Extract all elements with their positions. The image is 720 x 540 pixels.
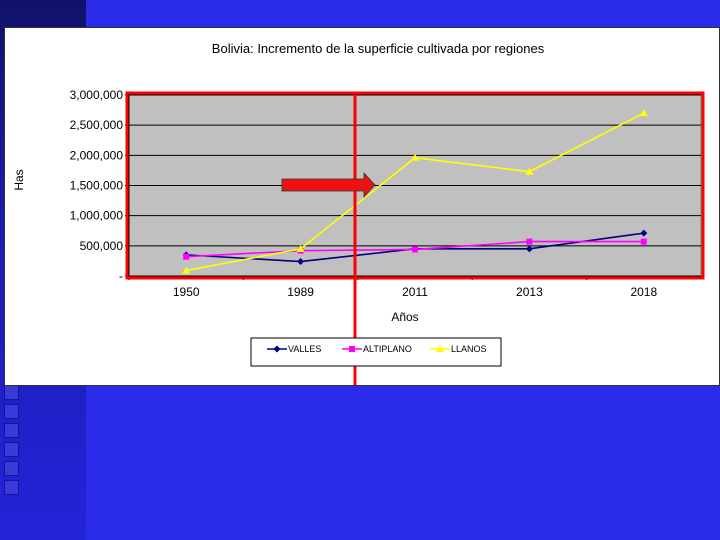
legend-marker (436, 345, 444, 352)
x-tick-label: 1989 (287, 285, 314, 299)
x-tick-label: 2018 (630, 285, 657, 299)
y-tick-label: 1,500,000 (70, 179, 124, 193)
y-tick-label: 2,000,000 (70, 148, 124, 162)
decor-square (4, 385, 19, 400)
decor-square (4, 442, 19, 457)
decor-square (4, 404, 19, 419)
line-chart: Bolivia: Incremento de la superficie cul… (12, 41, 705, 385)
decor-square (4, 423, 19, 438)
y-tick-label: 3,000,000 (70, 88, 124, 102)
x-tick-label: 2011 (402, 285, 428, 299)
decor-square (4, 480, 19, 495)
data-point-llanos (182, 266, 191, 274)
legend-label: LLANOS (451, 344, 487, 354)
data-point-altiplano (526, 238, 533, 245)
data-point-altiplano (412, 246, 418, 253)
chart-title: Bolivia: Incremento de la superficie cul… (212, 41, 545, 56)
x-axis-label: Años (391, 310, 418, 324)
data-point-altiplano (640, 238, 647, 245)
data-point-altiplano (183, 253, 190, 260)
decor-square (4, 461, 19, 476)
legend-marker (349, 346, 355, 352)
highlight-frame-outer (125, 91, 705, 280)
y-tick-label: 500,000 (80, 239, 124, 253)
chart-panel: Bolivia: Incremento de la superficie cul… (4, 27, 720, 386)
data-point-llanos (525, 167, 534, 175)
y-tick-label: - (119, 269, 123, 283)
data-point-llanos (411, 153, 419, 161)
legend-box (250, 337, 502, 367)
x-tick-label: 1950 (173, 285, 200, 299)
y-axis-label: Has (12, 169, 26, 190)
data-point-valles (640, 229, 648, 237)
legend-label: ALTIPLANO (363, 344, 412, 354)
x-tick-label: 2013 (516, 285, 543, 299)
decor-squares (4, 385, 20, 499)
red-right-arrow-icon (281, 171, 376, 199)
legend-marker (273, 345, 281, 353)
y-tick-label: 2,500,000 (70, 118, 124, 132)
data-point-llanos (296, 244, 305, 252)
legend-label: VALLES (288, 344, 321, 354)
y-tick-label: 1,000,000 (70, 209, 124, 223)
data-point-valles (525, 245, 533, 253)
data-point-llanos (639, 109, 648, 117)
data-point-valles (297, 258, 305, 266)
